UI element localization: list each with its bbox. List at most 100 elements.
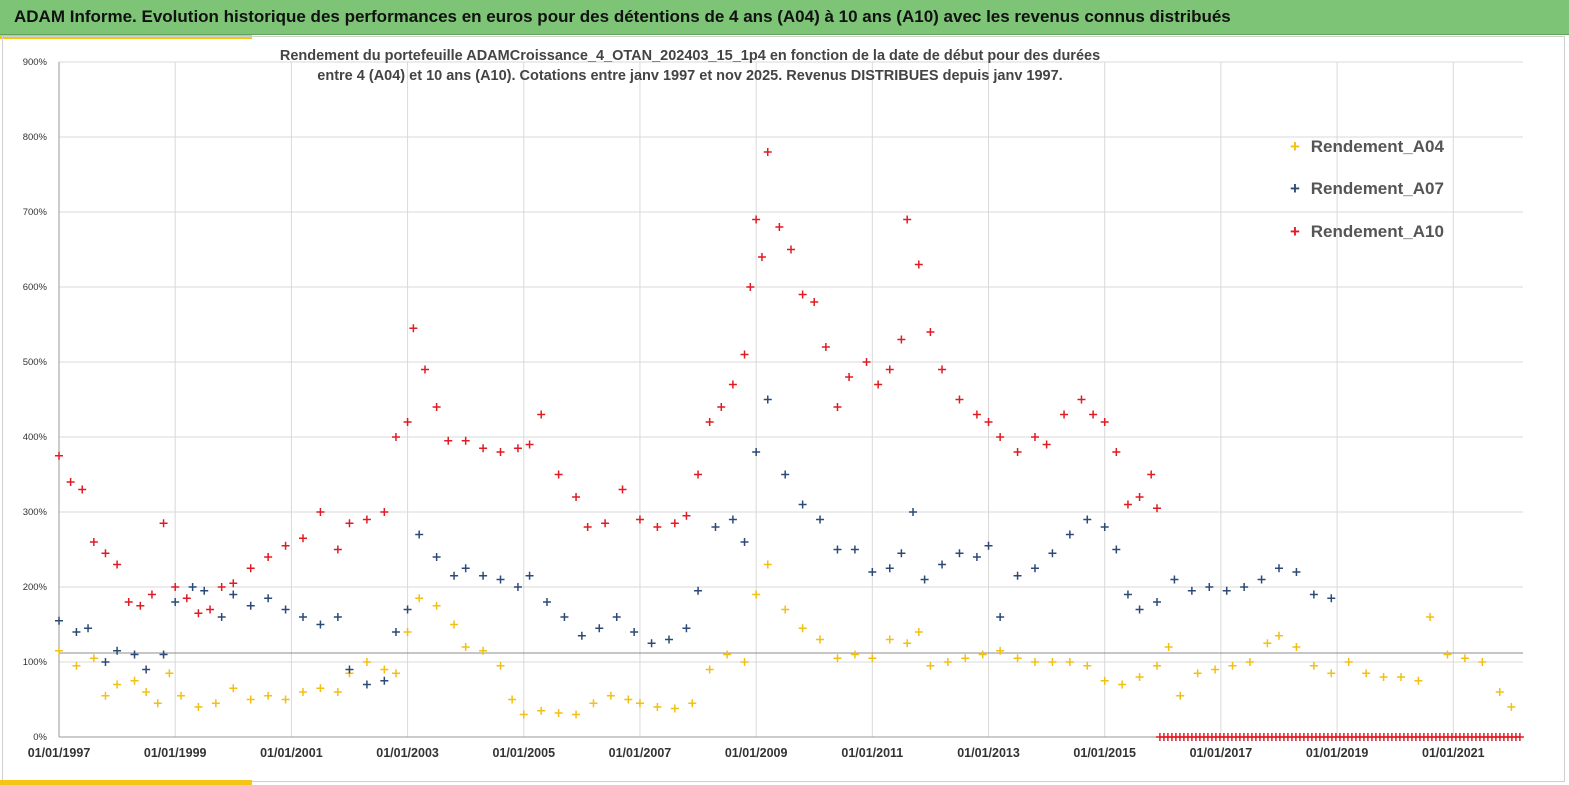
accent-bar-top [0,35,252,39]
x-tick-label: 01/01/2021 [1422,746,1485,760]
point-a10 [89,538,98,546]
point-a07 [333,613,342,621]
point-a07 [938,560,947,569]
point-a10 [159,519,168,528]
point-a04 [1031,658,1039,666]
chart-title-line2: entre 4 (A04) et 10 ans (A10). Cotations… [317,68,1063,84]
point-a10 [1042,440,1051,449]
point-a10 [380,508,389,516]
point-a07 [113,646,122,655]
point-a04 [1211,665,1220,674]
point-a04 [229,684,238,693]
point-a04 [1118,680,1127,689]
point-a07 [647,639,656,648]
point-a04 [1153,661,1161,670]
point-a10 [171,583,180,591]
y-tick-label: 200% [23,582,48,593]
point-a07 [694,586,703,595]
point-a10 [217,583,226,591]
point-a04 [281,695,290,704]
point-a10 [246,564,255,573]
point-a04 [1327,669,1336,678]
point-a10 [333,545,342,554]
point-a07 [850,545,859,554]
point-a07 [781,470,790,479]
point-a04 [572,710,581,719]
point-a10 [728,380,737,389]
x-tick-label: 01/01/2017 [1190,746,1253,760]
x-tick-label: 01/01/2011 [841,746,903,760]
point-a04 [165,669,174,678]
point-a04 [508,695,517,704]
legend-item-a04: + Rendement_A04 [1290,137,1444,157]
point-a04 [153,699,162,708]
point-a04 [1013,654,1022,663]
point-a10 [1077,395,1086,404]
point-a07 [897,549,906,558]
data-series [55,148,1524,741]
x-tick-label: 01/01/1999 [144,746,207,760]
point-a04 [1478,658,1487,666]
point-a04 [1245,658,1254,666]
point-a07 [229,590,238,599]
x-tick-label: 01/01/2013 [957,746,1020,760]
point-a04 [740,658,749,666]
point-a04 [1414,676,1423,685]
point-a10 [496,448,505,456]
y-tick-label: 800% [23,132,48,143]
point-a10 [705,418,714,426]
point-a04 [688,699,697,708]
point-a07 [711,523,720,531]
point-a07 [217,613,226,621]
point-a07 [612,613,621,621]
point-a10 [833,403,842,411]
x-tick-label: 01/01/2015 [1073,746,1136,760]
point-a04 [1275,631,1283,640]
point-a10 [461,436,470,445]
point-a04 [606,691,615,700]
point-a10 [299,534,307,543]
point-a10 [229,579,238,588]
point-a04 [1379,673,1388,681]
point-a04 [816,635,825,644]
legend-label-a04: Rendement_A04 [1310,137,1444,156]
axes: 0% 100% 200% 300% 400% 500% 600% 700% 800% 900% 01… [23,57,1523,760]
legend-marker-a04: + [1290,137,1300,156]
point-a10 [938,365,947,374]
point-a04 [299,688,307,696]
x-tick-label: 01/01/1997 [28,746,91,760]
point-a10 [757,253,766,261]
point-a10 [635,515,644,524]
header-bar: ADAM Informe. Evolution historique des p… [0,0,1569,35]
point-a10 [182,594,191,603]
point-a07 [391,628,400,636]
point-a07 [72,628,81,636]
series-a04 [55,560,1516,719]
point-a04 [1048,658,1057,666]
point-a10 [264,553,273,561]
point-a07 [1135,605,1144,614]
point-a04 [1164,643,1173,651]
point-a04 [850,650,859,659]
point-a07 [1031,564,1039,573]
point-a07 [1048,549,1057,558]
point-a04 [1507,703,1516,711]
point-a10 [316,508,325,516]
point-a10 [113,560,122,569]
point-a04 [72,661,81,670]
point-a10 [1123,500,1132,509]
point-a10 [432,403,441,411]
point-a07 [752,448,761,456]
y-tick-label: 300% [23,507,48,518]
point-a07 [996,613,1005,621]
accent-bar-bottom [0,780,252,785]
point-a04 [194,703,203,711]
x-tick-label: 01/01/2009 [725,746,788,760]
point-a07 [630,628,639,636]
point-a04 [101,691,110,700]
point-a10 [554,470,563,479]
point-a07 [1222,586,1231,595]
point-a07 [130,650,139,659]
point-a10 [717,403,726,411]
point-a04 [1193,669,1202,678]
